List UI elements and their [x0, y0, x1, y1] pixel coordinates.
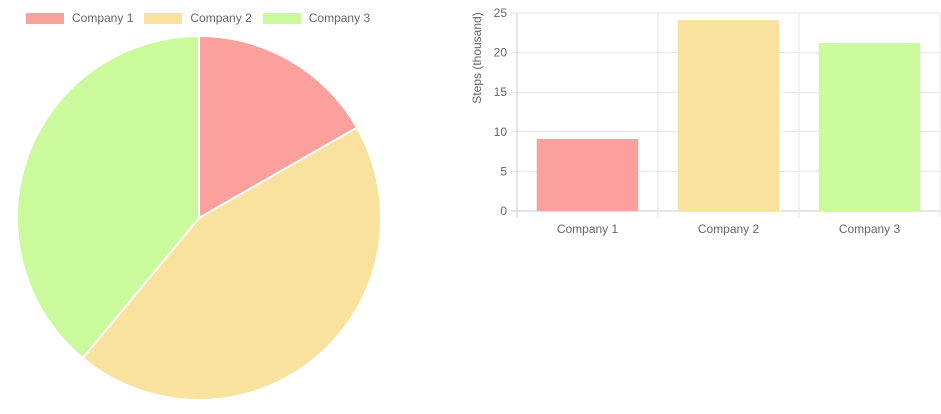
pie-slice-3[interactable]	[16, 34, 200, 360]
y-tick-label: 25	[494, 6, 508, 20]
x-tick-label: Company 3	[839, 222, 901, 236]
legend-label: Company 2	[190, 11, 252, 25]
legend-swatch	[262, 12, 301, 24]
y-tick-label: 10	[494, 125, 508, 139]
y-tick-label: 15	[494, 85, 508, 99]
legend-item-company-3[interactable]: Company 3	[262, 11, 371, 25]
legend-swatch	[26, 12, 64, 24]
chart-legend: Company 1 Company 2 Company 3	[26, 11, 381, 25]
bar-1[interactable]	[536, 138, 639, 211]
pie-slice-1[interactable]	[198, 34, 359, 220]
y-tick-label: 0	[500, 204, 507, 218]
y-tick-label: 5	[500, 164, 507, 178]
bar-3[interactable]	[818, 43, 921, 211]
legend-label: Company 3	[308, 11, 371, 25]
legend-item-company-1[interactable]: Company 1	[26, 11, 133, 25]
pie-chart	[16, 34, 382, 401]
legend-label: Company 1	[72, 11, 134, 25]
legend-swatch	[144, 12, 183, 24]
bar-2[interactable]	[677, 20, 780, 211]
legend-item-company-2[interactable]: Company 2	[144, 11, 252, 25]
y-tick-label: 20	[494, 46, 508, 60]
x-tick-label: Company 1	[557, 222, 619, 236]
x-tick-label: Company 2	[698, 222, 760, 236]
y-axis-title: Steps (thousand)	[470, 12, 484, 103]
bar-chart: Steps (thousand) 0 5 10 15 20 25 Company 1 Comp…	[470, 6, 941, 236]
pie-slice-2[interactable]	[81, 126, 382, 401]
